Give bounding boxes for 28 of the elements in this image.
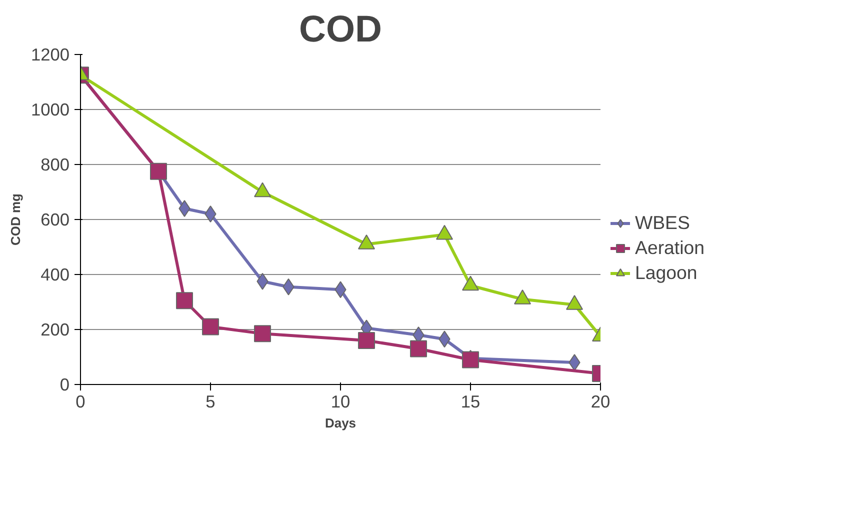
y-tick-label: 1200 xyxy=(30,44,70,64)
legend-label: Lagoon xyxy=(635,262,698,284)
x-tick-label: 15 xyxy=(460,392,480,412)
chart-title: COD xyxy=(299,8,382,50)
y-tick-label: 600 xyxy=(40,210,70,230)
y-axis-title: COD mg xyxy=(8,193,23,246)
point xyxy=(410,340,427,358)
point xyxy=(358,332,375,349)
point xyxy=(178,200,190,217)
y-tick-label: 0 xyxy=(60,374,70,394)
point xyxy=(462,351,479,368)
point xyxy=(176,292,193,310)
legend-label: Aeration xyxy=(635,237,704,259)
x-axis-title: Days xyxy=(324,416,356,430)
y-tick-label: 800 xyxy=(40,154,70,174)
point xyxy=(202,318,219,336)
point xyxy=(150,162,167,180)
point xyxy=(254,325,271,342)
x-tick-label: 10 xyxy=(330,392,350,412)
point xyxy=(568,354,580,371)
y-tick-label: 200 xyxy=(40,320,70,340)
y-tick-label: 1000 xyxy=(30,100,70,120)
x-tick-label: 5 xyxy=(206,392,216,412)
legend-label: WBES xyxy=(635,212,690,234)
y-tick-label: 400 xyxy=(40,264,70,284)
x-tick-label: 0 xyxy=(76,392,86,412)
x-tick-label: 20 xyxy=(590,392,610,412)
point xyxy=(204,206,216,222)
